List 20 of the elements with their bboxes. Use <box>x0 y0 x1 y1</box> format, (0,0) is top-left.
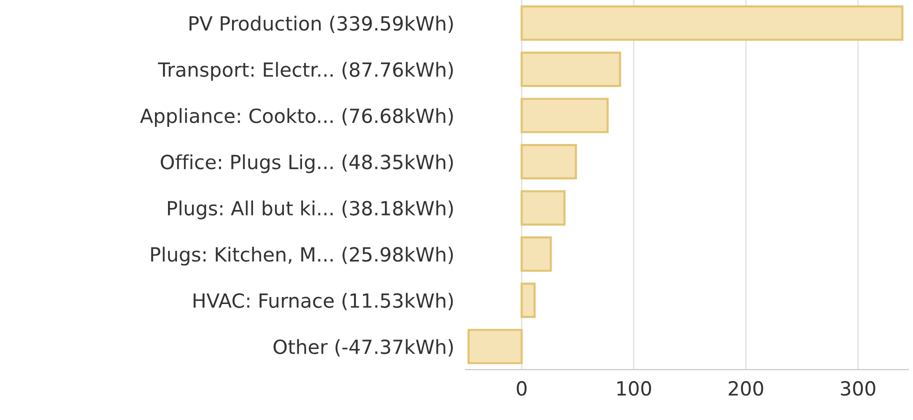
bar <box>520 98 609 134</box>
bar <box>520 144 577 180</box>
x-tick-label: 0 <box>516 381 527 396</box>
x-tick-label: 100 <box>617 381 652 396</box>
x-tick-label: 200 <box>728 381 764 396</box>
y-tick-label: PV Production (339.59kWh) <box>190 16 453 34</box>
bar <box>520 5 904 41</box>
y-tick-label: Other (-47.37kWh) <box>274 339 453 356</box>
bar <box>468 328 523 364</box>
x-tick-label: 300 <box>840 381 876 396</box>
bar <box>520 52 622 87</box>
y-tick-label: Appliance: Cookto... (76.68kWh) <box>140 108 453 127</box>
y-tick-label: Plugs: All but ki... (38.18kWh) <box>168 200 453 220</box>
bar <box>520 236 552 272</box>
y-tick-label: Transport: Electr... (87.76kWh) <box>158 62 453 81</box>
y-tick-label: Office: Plugs Lig... (48.35kWh) <box>160 154 453 174</box>
y-tick-label: Plugs: Kitchen, M... (25.98kWh) <box>151 246 453 266</box>
bar <box>520 282 536 318</box>
y-tick-label: HVAC: Furnace (11.53kWh) <box>194 292 453 310</box>
bar <box>520 190 566 226</box>
